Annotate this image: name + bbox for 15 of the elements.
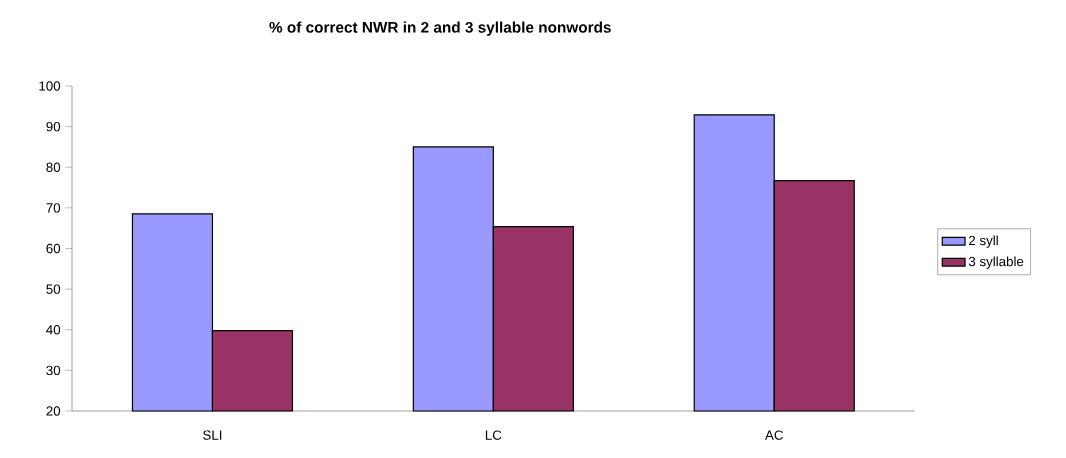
y-tick-label: 50 [46, 284, 61, 294]
x-tick-label: AC [764, 430, 783, 440]
x-tick-label: SLI [203, 430, 222, 440]
legend-label: 3 syllable [968, 256, 1024, 269]
y-tick-label: 60 [46, 243, 61, 254]
x-tick-label: LC [485, 430, 502, 440]
y-tick-label: 100 [39, 81, 61, 91]
y-tick-label: 90 [46, 121, 61, 132]
chart-title: % of correct NWR in 2 and 3 syllable nonwords [269, 21, 611, 36]
y-tick-label: 20 [46, 406, 61, 416]
y-tick-label: 40 [46, 325, 61, 335]
y-tick-label: 70 [46, 203, 61, 213]
legend-label: 2 syll [968, 235, 998, 248]
y-tick-label: 30 [46, 365, 61, 376]
y-tick-label: 80 [46, 162, 61, 172]
